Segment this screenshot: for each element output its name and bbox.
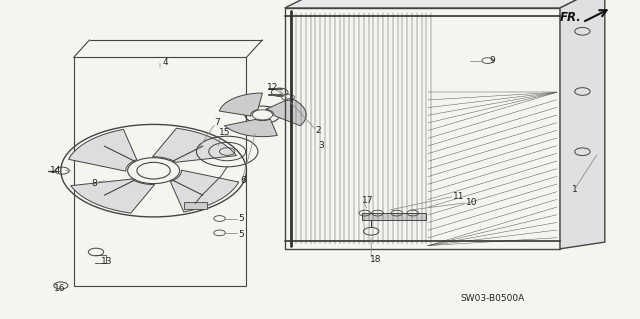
Polygon shape — [71, 179, 155, 213]
Text: 7: 7 — [214, 118, 220, 127]
Text: 11: 11 — [453, 192, 465, 201]
Text: 12: 12 — [267, 83, 278, 92]
Polygon shape — [220, 93, 262, 116]
Text: 17: 17 — [362, 197, 373, 205]
Text: 16: 16 — [54, 284, 66, 293]
Text: SW03-B0500A: SW03-B0500A — [461, 294, 525, 303]
Polygon shape — [560, 0, 605, 249]
Text: 15: 15 — [219, 128, 230, 137]
Bar — [362, 213, 426, 220]
Polygon shape — [225, 119, 277, 137]
Text: 4: 4 — [163, 58, 168, 67]
Text: 14: 14 — [50, 166, 61, 175]
Text: 18: 18 — [370, 256, 381, 264]
Polygon shape — [266, 98, 306, 126]
Polygon shape — [152, 128, 236, 162]
Text: FR.: FR. — [560, 11, 582, 24]
Polygon shape — [285, 0, 605, 8]
Text: 3: 3 — [318, 141, 324, 150]
Text: 5: 5 — [239, 230, 244, 239]
Text: 5: 5 — [239, 214, 244, 223]
Text: 2: 2 — [316, 126, 321, 135]
Text: 13: 13 — [100, 257, 112, 266]
Text: 8: 8 — [92, 179, 97, 188]
Text: 10: 10 — [466, 198, 477, 207]
Text: 6: 6 — [240, 176, 246, 185]
Text: 1: 1 — [572, 185, 577, 194]
Polygon shape — [170, 170, 239, 212]
Polygon shape — [68, 130, 137, 171]
Bar — [184, 202, 207, 209]
Text: 9: 9 — [490, 56, 495, 65]
